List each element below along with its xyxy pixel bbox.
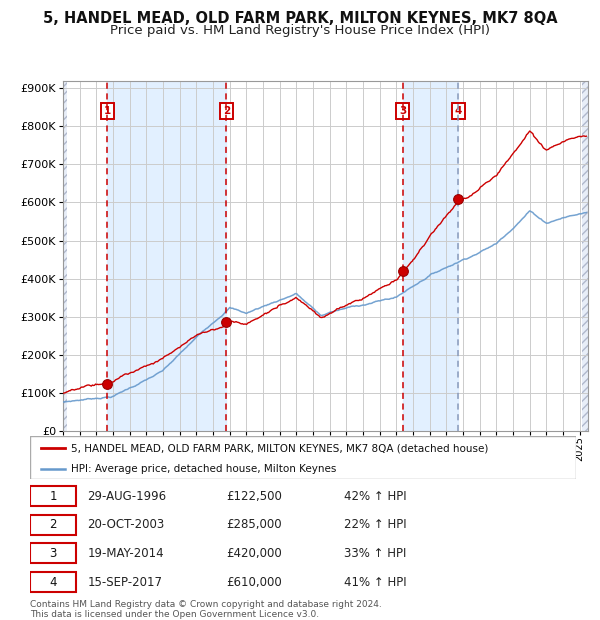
Text: £610,000: £610,000 <box>227 575 283 588</box>
Text: 19-MAY-2014: 19-MAY-2014 <box>88 547 164 560</box>
Bar <box>582 81 588 431</box>
Text: 20-OCT-2003: 20-OCT-2003 <box>88 518 164 531</box>
Text: 4: 4 <box>454 106 462 116</box>
Text: £285,000: £285,000 <box>227 518 282 531</box>
Text: 29-AUG-1996: 29-AUG-1996 <box>88 490 166 503</box>
Text: 41% ↑ HPI: 41% ↑ HPI <box>344 575 407 588</box>
Text: £420,000: £420,000 <box>227 547 283 560</box>
Bar <box>107 81 226 431</box>
Text: 42% ↑ HPI: 42% ↑ HPI <box>344 490 407 503</box>
Text: 2: 2 <box>223 106 230 116</box>
Bar <box>63 81 67 431</box>
Text: This data is licensed under the Open Government Licence v3.0.: This data is licensed under the Open Gov… <box>30 610 319 619</box>
Text: 3: 3 <box>50 547 57 560</box>
Text: 4: 4 <box>49 575 57 588</box>
Text: 5, HANDEL MEAD, OLD FARM PARK, MILTON KEYNES, MK7 8QA: 5, HANDEL MEAD, OLD FARM PARK, MILTON KE… <box>43 11 557 26</box>
Text: 5, HANDEL MEAD, OLD FARM PARK, MILTON KEYNES, MK7 8QA (detached house): 5, HANDEL MEAD, OLD FARM PARK, MILTON KE… <box>71 443 488 453</box>
Text: 3: 3 <box>399 106 406 116</box>
FancyBboxPatch shape <box>30 486 76 506</box>
Bar <box>403 81 458 431</box>
Text: £122,500: £122,500 <box>227 490 283 503</box>
Text: 2: 2 <box>49 518 57 531</box>
Text: HPI: Average price, detached house, Milton Keynes: HPI: Average price, detached house, Milt… <box>71 464 337 474</box>
Text: Contains HM Land Registry data © Crown copyright and database right 2024.: Contains HM Land Registry data © Crown c… <box>30 600 382 609</box>
Text: 1: 1 <box>104 106 111 116</box>
Text: 33% ↑ HPI: 33% ↑ HPI <box>344 547 406 560</box>
FancyBboxPatch shape <box>30 572 76 592</box>
Text: 22% ↑ HPI: 22% ↑ HPI <box>344 518 407 531</box>
FancyBboxPatch shape <box>30 543 76 564</box>
Text: Price paid vs. HM Land Registry's House Price Index (HPI): Price paid vs. HM Land Registry's House … <box>110 24 490 37</box>
Text: 1: 1 <box>49 490 57 503</box>
Text: 15-SEP-2017: 15-SEP-2017 <box>88 575 163 588</box>
FancyBboxPatch shape <box>30 515 76 535</box>
